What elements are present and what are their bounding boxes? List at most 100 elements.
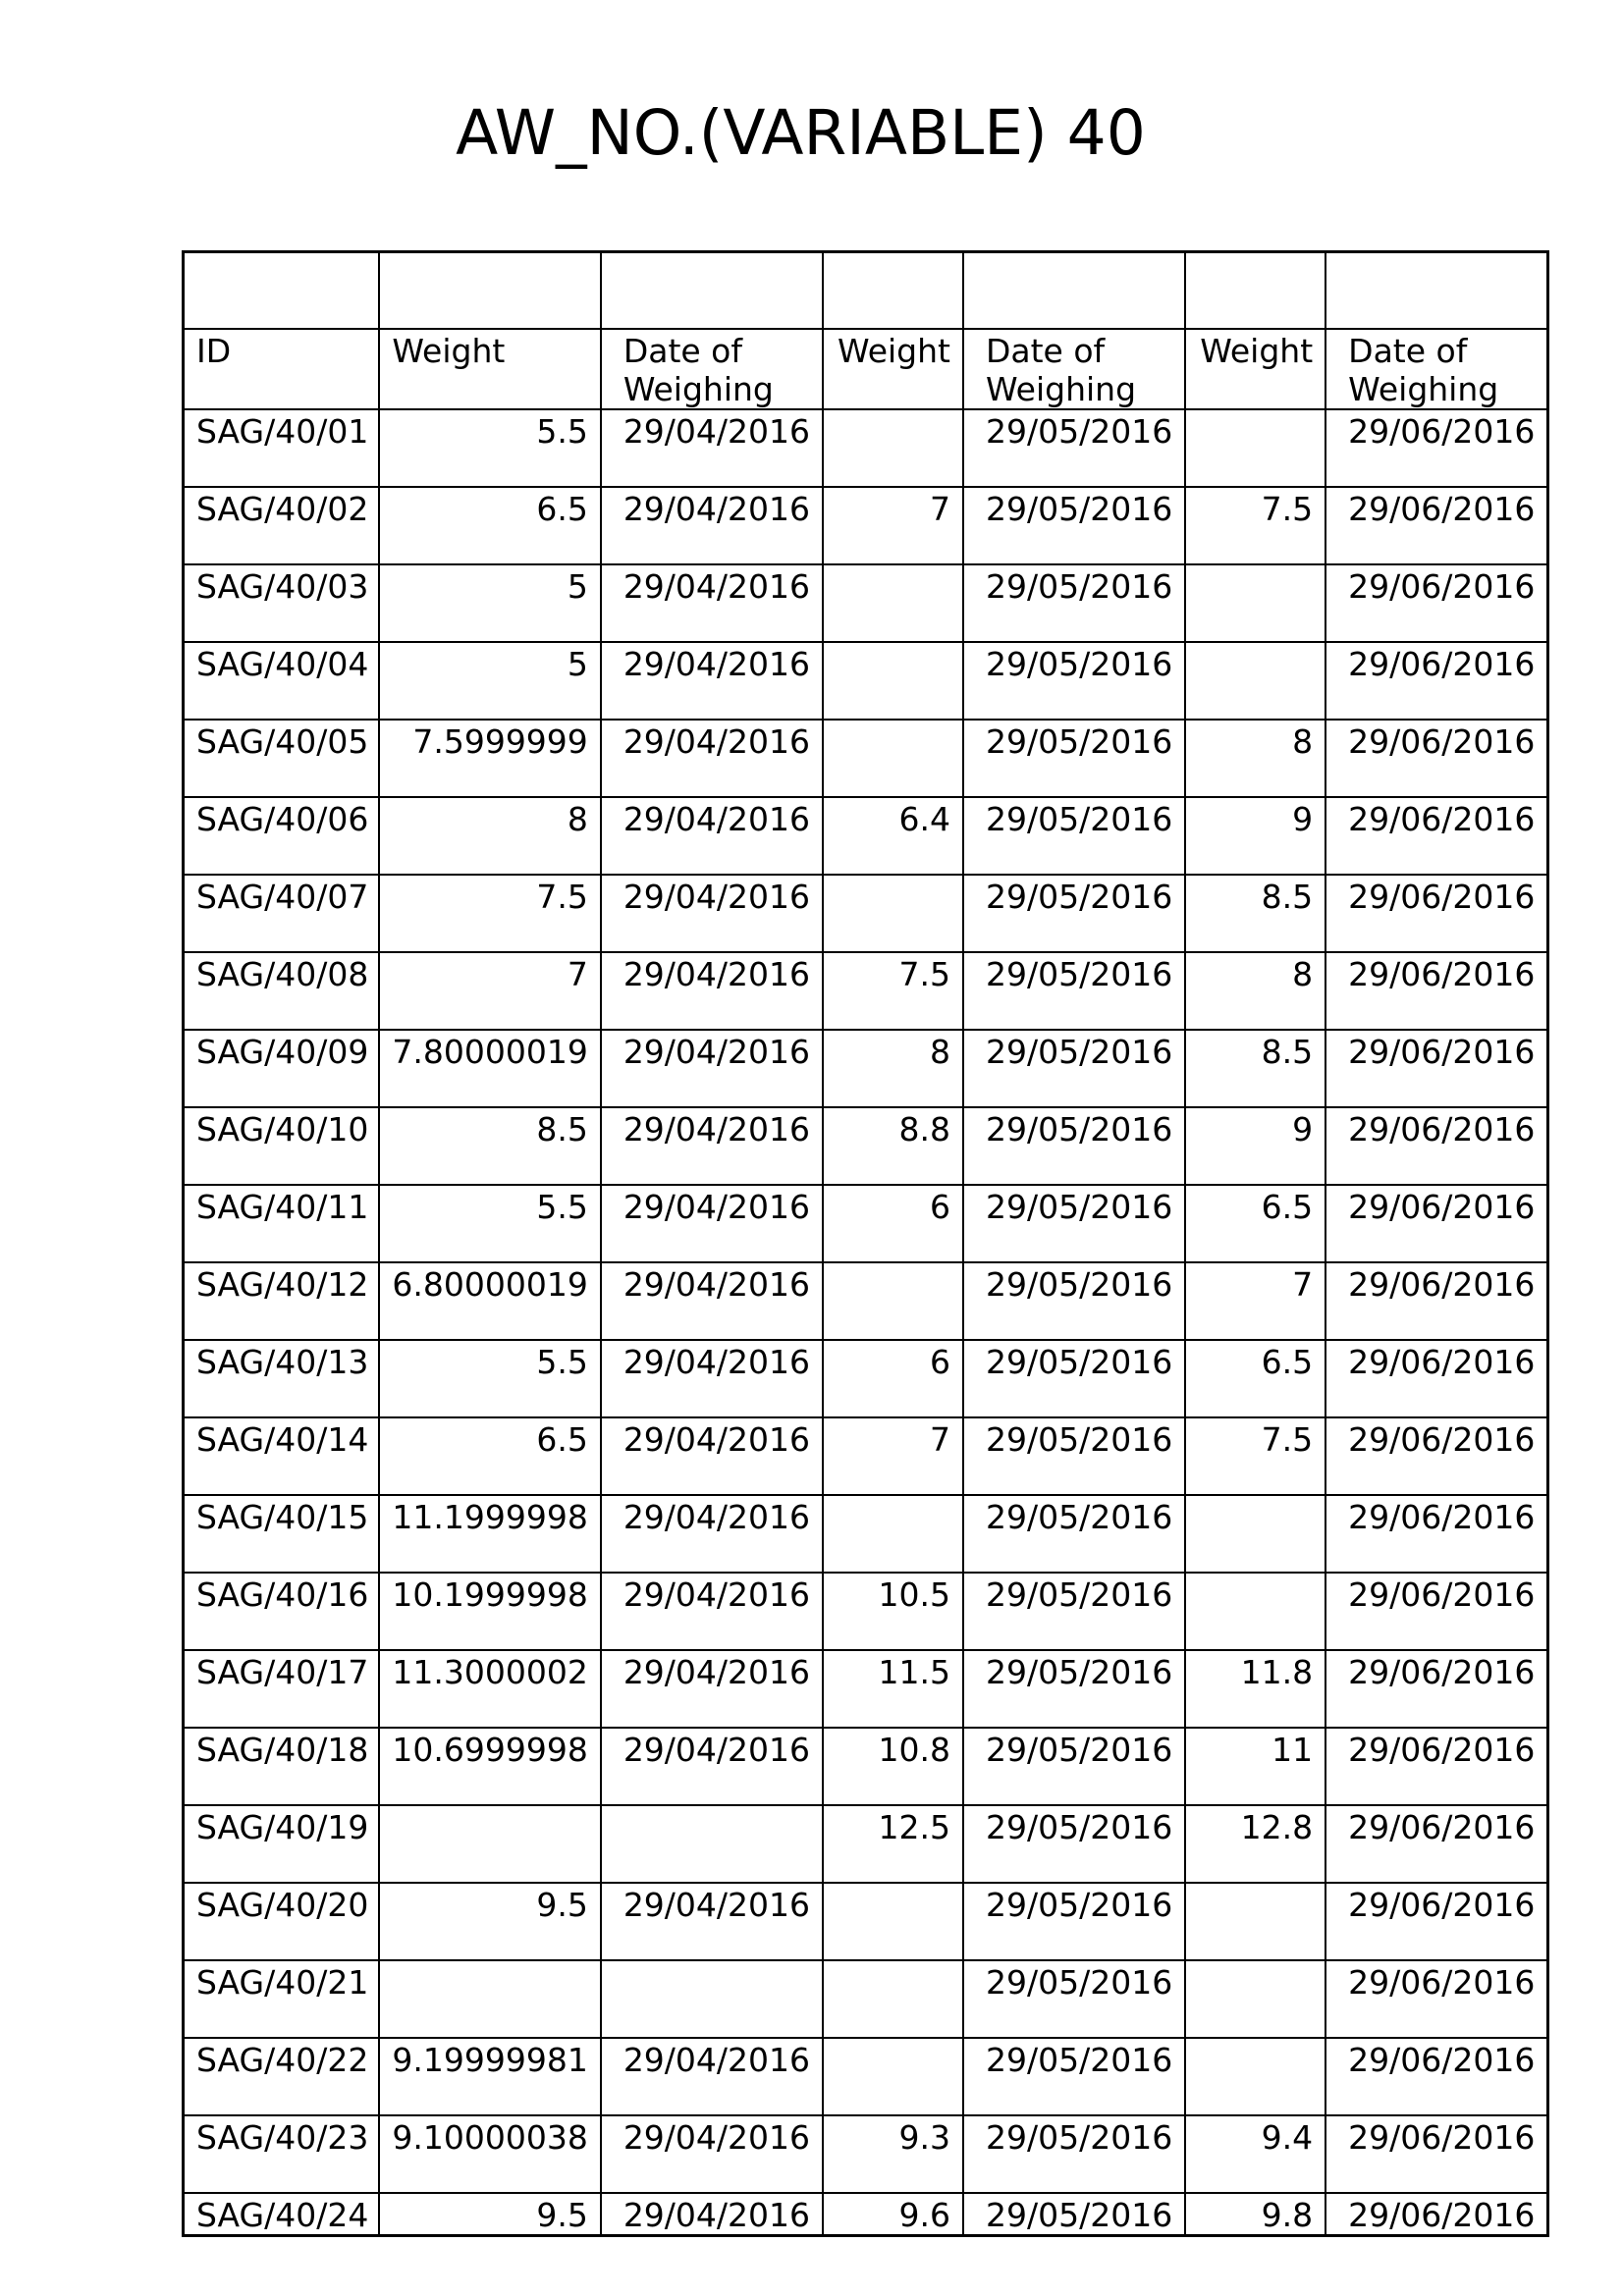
weight-cell-2 [822,1958,964,2039]
date-value-1: 29/04/2016 [622,799,811,838]
date-cell-3: 29/06/2016 [1325,2036,1549,2116]
table-row: SAG/40/04 5 29/04/2016 29/05/2016 29/06/… [182,640,1549,721]
date-cell-3: 29/06/2016 [1325,1028,1549,1108]
animal-id: SAG/40/05 [196,721,369,761]
weight-value-1: 6.80000019 [392,1264,588,1304]
id-cell: SAG/40/14 [182,1415,381,1496]
date-cell-3: 29/06/2016 [1325,950,1549,1031]
date-cell-1: 29/04/2016 [599,1338,825,1418]
weight-value-1: 9.5 [536,1885,588,1924]
date-value-3: 29/06/2016 [1348,1497,1536,1536]
weight-cell-1 [378,1958,602,2039]
date-value-1: 29/04/2016 [622,1575,811,1614]
weight-value-3 [1187,1885,1324,1886]
date-cell-3: 29/06/2016 [1325,1958,1549,2039]
date-cell-2: 29/05/2016 [961,1958,1187,2039]
date-value-2: 29/05/2016 [985,1264,1173,1304]
date-value-3: 29/06/2016 [1348,644,1536,683]
weight-value-2: 8 [929,1032,950,1071]
weight-value-2: 7 [929,1419,950,1459]
weight-cell-3: 9 [1184,1105,1327,1186]
date-value-3: 29/06/2016 [1348,1962,1536,2002]
weight-value-3: 9.4 [1261,2117,1314,2157]
weight-cell-3: 8 [1184,718,1327,798]
date-cell-1: 29/04/2016 [599,1493,825,1574]
date-value-2: 29/05/2016 [985,2195,1173,2234]
weight-value-1: 7.5 [536,877,588,916]
weight-value-3: 11 [1271,1730,1314,1769]
animal-id: SAG/40/10 [196,1109,369,1148]
animal-id: SAG/40/01 [196,411,369,451]
weight-cell-2 [822,2036,964,2116]
weight-value-2: 10.8 [878,1730,950,1769]
weight-value-3: 8.5 [1261,1032,1314,1071]
weighing-table: ID Weight Date of Weighing Weight Date o… [182,250,1550,2237]
weight-cell-1: 5.5 [378,1338,602,1418]
weight-value-3: 8 [1292,954,1314,993]
date-cell-2: 29/05/2016 [961,2036,1187,2116]
empty-cell [961,250,1187,330]
id-cell: SAG/40/05 [182,718,381,798]
id-cell: SAG/40/11 [182,1183,381,1263]
animal-id: SAG/40/03 [196,566,369,606]
date-value-1: 29/04/2016 [622,644,811,683]
id-cell: SAG/40/24 [182,2191,381,2236]
weight-cell-3: 6.5 [1184,1183,1327,1263]
weight-value-1 [381,1962,598,1963]
weight-cell-3: 11 [1184,1726,1327,1806]
date-cell-1: 29/04/2016 [599,2191,825,2236]
table-row: SAG/40/07 7.5 29/04/2016 29/05/2016 8.5 … [182,873,1549,953]
id-cell: SAG/40/07 [182,873,381,953]
weight-value-2: 6 [929,1187,950,1226]
table-row: SAG/40/06 8 29/04/2016 6.4 29/05/2016 9 … [182,795,1549,876]
id-cell: SAG/40/16 [182,1571,381,1651]
table-row-truncated: SAG/40/24 9.5 29/04/2016 9.6 29/05/2016 … [182,2191,1549,2236]
date-cell-2: 29/05/2016 [961,2113,1187,2194]
id-cell: SAG/40/03 [182,562,381,643]
table-row: SAG/40/09 7.80000019 29/04/2016 8 29/05/… [182,1028,1549,1108]
column-header-weight-2: Weight [838,331,950,370]
weight-value-1: 10.1999998 [392,1575,588,1614]
weight-value-1: 7.80000019 [392,1032,588,1071]
weight-value-3 [1187,1962,1324,1963]
date-cell-3: 29/06/2016 [1325,1105,1549,1186]
date-value-1: 29/04/2016 [622,721,811,761]
date-cell-1: 29/04/2016 [599,1726,825,1806]
date-cell-3: 29/06/2016 [1325,2113,1549,2194]
weight-cell-2: 8.8 [822,1105,964,1186]
date-value-3: 29/06/2016 [1348,877,1536,916]
animal-id: SAG/40/14 [196,1419,369,1459]
date-cell-1: 29/04/2016 [599,1881,825,1961]
date-cell-3: 29/06/2016 [1325,873,1549,953]
weight-cell-2 [822,1260,964,1341]
weight-cell-1: 6.5 [378,1415,602,1496]
date-value-3: 29/06/2016 [1348,1187,1536,1226]
table-row: SAG/40/02 6.5 29/04/2016 7 29/05/2016 7.… [182,485,1549,565]
table-row: SAG/40/08 7 29/04/2016 7.5 29/05/2016 8 … [182,950,1549,1031]
id-cell: SAG/40/13 [182,1338,381,1418]
weight-cell-3: 9 [1184,795,1327,876]
id-cell: SAG/40/01 [182,407,381,488]
weight-value-2: 8.8 [898,1109,950,1148]
date-cell-2: 29/05/2016 [961,485,1187,565]
date-value-3: 29/06/2016 [1348,799,1536,838]
id-cell: SAG/40/06 [182,795,381,876]
date-cell-2: 29/05/2016 [961,407,1187,488]
column-header-date-1: Date of Weighing [622,331,774,408]
date-value-1: 29/04/2016 [622,1187,811,1226]
weight-cell-1: 10.1999998 [378,1571,602,1651]
weight-cell-2: 10.8 [822,1726,964,1806]
weight-cell-3: 7.5 [1184,485,1327,565]
weight-cell-1: 5.5 [378,1183,602,1263]
date-value-2: 29/05/2016 [985,411,1173,451]
weight-value-2 [825,877,961,878]
column-header-weight-1: Weight [392,331,506,370]
weight-cell-1: 7.80000019 [378,1028,602,1108]
date-cell-3: 29/06/2016 [1325,1726,1549,1806]
date-value-3: 29/06/2016 [1348,2117,1536,2157]
date-cell-3: 29/06/2016 [1325,1571,1549,1651]
animal-id: SAG/40/15 [196,1497,369,1536]
weight-value-3: 8 [1292,721,1314,761]
id-cell: SAG/40/23 [182,2113,381,2194]
weight-cell-2: 9.3 [822,2113,964,2194]
